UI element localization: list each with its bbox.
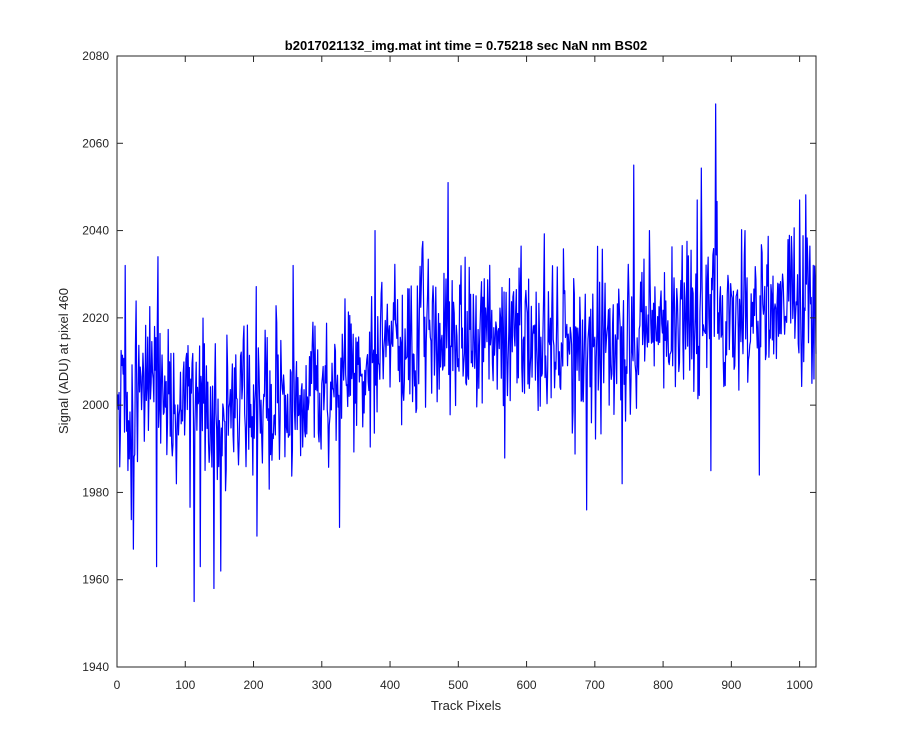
signal-series-line bbox=[117, 103, 817, 603]
x-tick-label: 1000 bbox=[786, 678, 813, 692]
x-tick-label: 300 bbox=[312, 678, 332, 692]
x-tick-label: 100 bbox=[175, 678, 195, 692]
x-tick-label: 800 bbox=[653, 678, 673, 692]
y-tick-label: 1980 bbox=[82, 485, 109, 499]
x-tick-label: 400 bbox=[380, 678, 400, 692]
x-tick-label: 0 bbox=[114, 678, 121, 692]
x-tick-label: 600 bbox=[517, 678, 537, 692]
y-axis-label: Signal (ADU) at pixel 460 bbox=[56, 288, 71, 434]
axes-box bbox=[116, 55, 817, 668]
x-tick-label: 700 bbox=[585, 678, 605, 692]
x-tick-label: 500 bbox=[448, 678, 468, 692]
y-axis-ticks: 1940 1960 1980 2000 2020 2040 2060 2080 bbox=[82, 49, 816, 674]
y-tick-label: 2000 bbox=[82, 398, 109, 412]
x-axis-ticks: 0 100 200 300 400 500 600 700 800 900 1000 bbox=[114, 56, 813, 692]
y-tick-label: 2060 bbox=[82, 136, 109, 150]
x-tick-label: 200 bbox=[244, 678, 264, 692]
y-tick-label: 1940 bbox=[82, 660, 109, 674]
x-axis-label: Track Pixels bbox=[431, 698, 502, 713]
x-tick-label: 900 bbox=[721, 678, 741, 692]
chart-title: b2017021132_img.mat int time = 0.75218 s… bbox=[285, 38, 647, 53]
y-tick-label: 1960 bbox=[82, 573, 109, 587]
y-tick-label: 2080 bbox=[82, 49, 109, 63]
y-tick-label: 2020 bbox=[82, 311, 109, 325]
series-layer bbox=[117, 103, 817, 603]
y-tick-label: 2040 bbox=[82, 224, 109, 238]
